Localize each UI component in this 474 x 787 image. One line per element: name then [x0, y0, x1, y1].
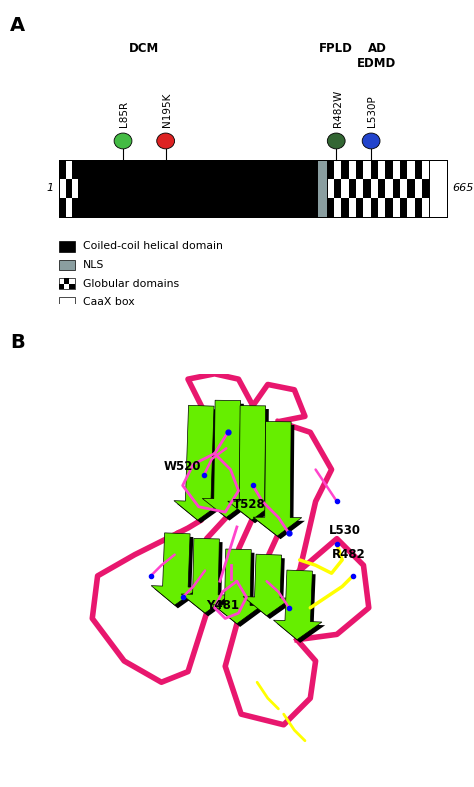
- Bar: [59, 160, 65, 179]
- Text: 1: 1: [46, 183, 54, 194]
- Polygon shape: [246, 557, 295, 619]
- Text: Coiled-coil helical domain: Coiled-coil helical domain: [82, 242, 223, 251]
- Text: R482W: R482W: [333, 89, 343, 127]
- Bar: [407, 179, 415, 198]
- Polygon shape: [184, 541, 233, 616]
- Bar: [363, 179, 371, 198]
- Polygon shape: [216, 552, 265, 627]
- Bar: [400, 198, 407, 217]
- Bar: [341, 198, 348, 217]
- Text: N195K: N195K: [162, 92, 172, 127]
- Polygon shape: [253, 422, 302, 536]
- Bar: [59, 198, 65, 217]
- Bar: [356, 198, 363, 217]
- Polygon shape: [273, 570, 322, 640]
- Bar: [341, 160, 348, 179]
- Bar: [392, 179, 400, 198]
- Bar: [371, 160, 378, 179]
- Text: L530P: L530P: [367, 94, 377, 127]
- Bar: [70, 284, 75, 289]
- Ellipse shape: [157, 133, 174, 149]
- Bar: [59, 241, 75, 252]
- Polygon shape: [174, 405, 222, 520]
- Polygon shape: [243, 554, 292, 615]
- Bar: [327, 160, 334, 179]
- Bar: [400, 160, 407, 179]
- Text: A: A: [10, 16, 25, 35]
- Text: NLS: NLS: [82, 260, 104, 270]
- Text: L530: L530: [329, 524, 361, 538]
- Bar: [317, 160, 327, 217]
- Polygon shape: [231, 408, 279, 523]
- Text: B: B: [10, 333, 25, 352]
- Text: T528: T528: [233, 497, 266, 511]
- Polygon shape: [213, 549, 262, 624]
- Text: W520: W520: [164, 460, 201, 474]
- Polygon shape: [202, 401, 251, 517]
- Polygon shape: [228, 405, 276, 520]
- Bar: [64, 279, 70, 284]
- Text: FPLD: FPLD: [319, 42, 353, 54]
- Polygon shape: [181, 538, 229, 613]
- Polygon shape: [151, 533, 200, 605]
- Bar: [348, 179, 356, 198]
- Bar: [327, 160, 429, 217]
- Bar: [65, 179, 72, 198]
- Bar: [415, 198, 422, 217]
- Text: L85R: L85R: [119, 101, 129, 127]
- Polygon shape: [177, 408, 226, 523]
- Text: AD
EDMD: AD EDMD: [357, 42, 397, 69]
- Bar: [72, 160, 78, 179]
- Text: DCM: DCM: [129, 42, 159, 54]
- Bar: [327, 198, 334, 217]
- Bar: [59, 284, 64, 289]
- Text: R482: R482: [331, 548, 365, 561]
- Bar: [72, 198, 78, 217]
- Text: 665: 665: [452, 183, 474, 194]
- Bar: [422, 179, 429, 198]
- Bar: [429, 160, 447, 217]
- Ellipse shape: [328, 133, 345, 149]
- Bar: [78, 160, 317, 217]
- Bar: [334, 179, 341, 198]
- Bar: [59, 160, 447, 217]
- Bar: [371, 198, 378, 217]
- Bar: [415, 160, 422, 179]
- Bar: [59, 160, 78, 217]
- Text: Y481: Y481: [207, 599, 239, 611]
- Ellipse shape: [362, 133, 380, 149]
- Bar: [59, 260, 75, 271]
- Bar: [356, 160, 363, 179]
- Polygon shape: [277, 573, 325, 643]
- Polygon shape: [205, 404, 254, 520]
- Text: Globular domains: Globular domains: [82, 279, 179, 289]
- Bar: [378, 179, 385, 198]
- Bar: [385, 160, 392, 179]
- Bar: [59, 279, 75, 289]
- Polygon shape: [256, 425, 305, 539]
- Ellipse shape: [114, 133, 132, 149]
- Polygon shape: [155, 536, 203, 608]
- Bar: [385, 198, 392, 217]
- Text: CaaX box: CaaX box: [82, 297, 134, 308]
- Bar: [59, 297, 75, 308]
